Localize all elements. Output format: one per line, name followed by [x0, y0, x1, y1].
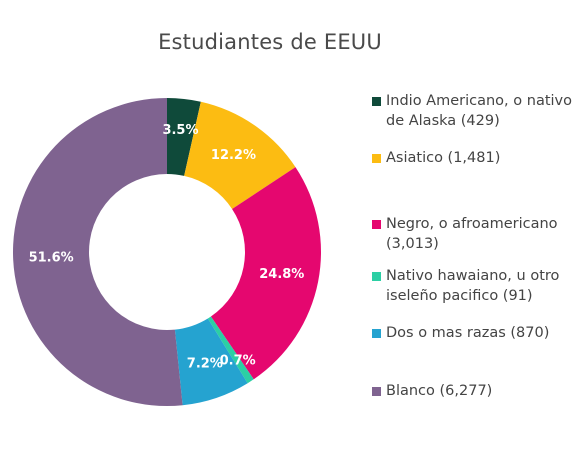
legend-swatch: [372, 154, 381, 163]
slice-percent-label: 3.5%: [162, 123, 198, 138]
chart-title: Estudiantes de EEUU: [158, 30, 382, 54]
slice-percent-label: 0.7%: [220, 354, 256, 369]
legend-label: Dos o mas razas (870): [386, 325, 550, 341]
slice-percent-label: 24.8%: [259, 267, 304, 282]
donut-slice-2: [184, 101, 296, 209]
legend-label: Asiatico (1,481): [386, 150, 501, 166]
legend-swatch: [372, 97, 381, 106]
legend-label: Blanco (6,277): [386, 383, 493, 399]
legend-swatch: [372, 329, 381, 338]
slice-percent-label: 51.6%: [29, 250, 74, 265]
legend-swatch: [372, 272, 381, 281]
slice-percent-label: 12.2%: [211, 148, 256, 163]
donut-slice-5: [174, 318, 248, 406]
legend-label: Nativo hawaiano, u otro iseleño pacifico…: [386, 268, 560, 304]
legend-label: Negro, o afroamericano (3,013): [386, 216, 558, 252]
donut-slice-1: [167, 98, 201, 176]
donut-slice-6: [13, 98, 183, 407]
slice-percent-label: 7.2%: [187, 356, 223, 371]
legend-label: Indio Americano, o nativo de Alaska (429…: [386, 93, 572, 129]
legend-swatch: [372, 220, 381, 229]
donut-slice-3: [210, 167, 321, 380]
donut-slice-4: [207, 316, 254, 384]
legend-swatch: [372, 387, 381, 396]
